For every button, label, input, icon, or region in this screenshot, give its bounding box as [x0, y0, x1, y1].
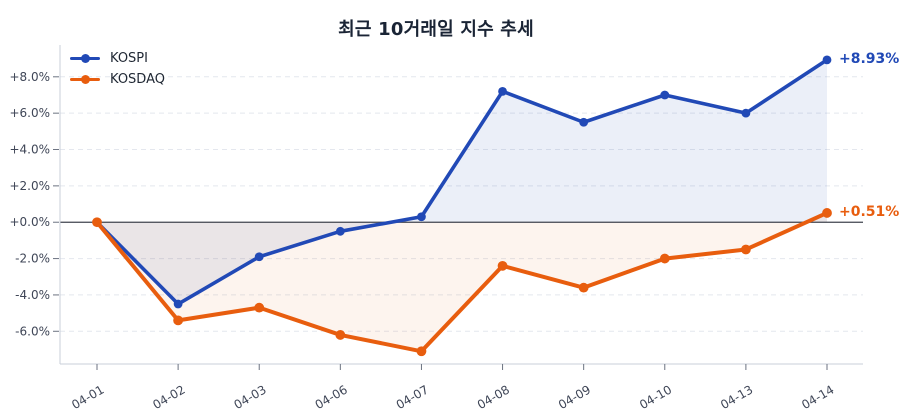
- legend-item-kosdaq: KOSDAQ: [70, 71, 165, 87]
- kosdaq-marker: [659, 253, 670, 264]
- y-tick-label: -4.0%: [15, 288, 50, 302]
- kosdaq-marker: [254, 302, 265, 313]
- kospi-marker: [741, 108, 751, 118]
- y-tick-label: -6.0%: [15, 324, 50, 338]
- x-tick-label: 04-14: [799, 382, 836, 412]
- kospi-marker: [579, 117, 589, 127]
- kosdaq-marker: [497, 260, 508, 271]
- kosdaq-line-marker-icon: [70, 71, 100, 87]
- y-tick-label: +6.0%: [9, 106, 50, 120]
- x-tick-label: 04-13: [718, 382, 755, 412]
- x-tick-label: 04-01: [69, 382, 106, 412]
- y-tick-label: +8.0%: [9, 70, 50, 84]
- x-tick-label: 04-06: [313, 382, 350, 412]
- kosdaq-marker: [740, 244, 751, 255]
- y-tick-label: +2.0%: [9, 179, 50, 193]
- kospi-marker: [822, 55, 832, 65]
- kospi-line: [95, 58, 829, 306]
- kosdaq-end-value-label: +0.51%: [839, 203, 900, 220]
- legend-item-kospi: KOSPI: [70, 50, 165, 66]
- kosdaq-marker: [173, 315, 184, 326]
- kospi-marker: [498, 86, 507, 96]
- legend: KOSPI KOSDAQ: [70, 50, 165, 87]
- kospi-marker: [335, 226, 345, 236]
- legend-label-kosdaq: KOSDAQ: [110, 71, 165, 87]
- y-tick-label: +0.0%: [9, 215, 50, 229]
- legend-label-kospi: KOSPI: [110, 50, 148, 66]
- kosdaq-marker: [578, 282, 589, 293]
- kospi-line-marker-icon: [70, 50, 100, 66]
- x-tick-label: 04-09: [556, 382, 593, 412]
- kospi-end-value-label: +8.93%: [839, 50, 900, 67]
- kospi-marker: [173, 299, 183, 309]
- x-tick-label: 04-07: [394, 382, 431, 412]
- kosdaq-line: [95, 210, 829, 354]
- kospi-marker: [254, 252, 264, 262]
- kosdaq-area: [97, 212, 827, 352]
- chart-title: 최근 10거래일 지수 추세: [338, 19, 534, 40]
- x-tick-label: 04-10: [637, 382, 674, 412]
- kosdaq-marker: [335, 330, 346, 340]
- kosdaq-marker: [822, 208, 832, 218]
- x-tick-label: 04-08: [475, 382, 512, 412]
- kospi-marker: [660, 90, 670, 100]
- kospi-marker: [417, 212, 426, 222]
- x-tick-label: 04-02: [150, 382, 187, 412]
- y-tick-label: -2.0%: [15, 252, 50, 266]
- kosdaq-marker: [416, 346, 427, 357]
- kospi-area: [97, 59, 827, 305]
- y-tick-label: +4.0%: [9, 143, 50, 157]
- kosdaq-marker: [92, 217, 102, 228]
- x-tick-label: 04-03: [232, 382, 269, 412]
